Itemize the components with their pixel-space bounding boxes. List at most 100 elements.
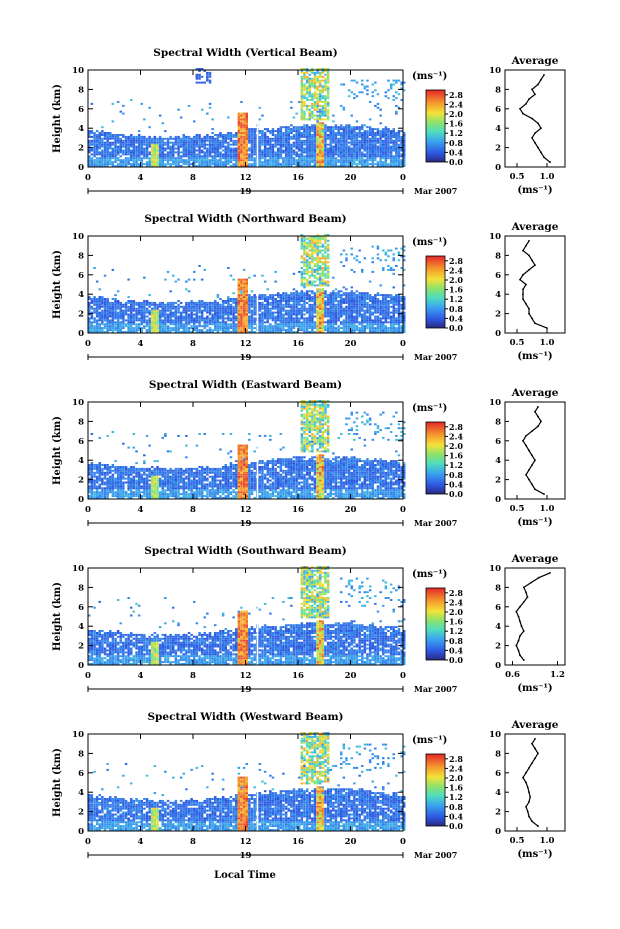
- heatmap-cell: [305, 298, 309, 300]
- heatmap-cell: [284, 159, 288, 162]
- heatmap-cell: [345, 300, 348, 302]
- heatmap-cell: [319, 132, 322, 134]
- heatmap-cell: [353, 145, 356, 148]
- heatmap-cell: [93, 319, 96, 322]
- heatmap-cell: [290, 157, 293, 160]
- heatmap-cell: [132, 153, 136, 156]
- heatmap-cell: [371, 257, 374, 260]
- heatmap-cell: [287, 294, 290, 297]
- heatmap-cell: [211, 321, 214, 324]
- heatmap-cell: [90, 141, 94, 144]
- heatmap-cell: [376, 303, 380, 306]
- heatmap-cell: [290, 296, 293, 299]
- heatmap-cell: [374, 147, 377, 150]
- heatmap-cell: [88, 157, 91, 160]
- heatmap-cell: [319, 159, 322, 162]
- heatmap-cell: [119, 311, 122, 314]
- heatmap-cell: [253, 147, 256, 150]
- heatmap-cell: [245, 145, 248, 148]
- heatmap-cell: [219, 151, 222, 154]
- heatmap-cell: [237, 163, 241, 166]
- heatmap-cell: [245, 327, 248, 330]
- heatmap-cell: [316, 315, 319, 318]
- heatmap-cell: [248, 331, 251, 333]
- heatmap-cell: [324, 237, 327, 240]
- heatmap-cell: [321, 163, 325, 166]
- heatmap-cell: [295, 112, 298, 115]
- heatmap-cell: [292, 327, 296, 330]
- heatmap-cell: [376, 331, 380, 333]
- heatmap-cell: [211, 315, 214, 318]
- heatmap-cell: [119, 110, 122, 113]
- heatmap-cell: [319, 327, 322, 330]
- heatmap-cell: [279, 329, 283, 332]
- heatmap-cell: [392, 331, 395, 333]
- heatmap-cell: [277, 327, 280, 330]
- heatmap-cell: [208, 75, 212, 78]
- heatmap-cell: [137, 301, 141, 304]
- heatmap-cell: [106, 307, 109, 310]
- heatmap-cell: [342, 151, 346, 154]
- heatmap-cell: [88, 309, 91, 312]
- heatmap-cell: [303, 118, 306, 121]
- heatmap-cell: [303, 147, 306, 150]
- heatmap-cell: [258, 323, 262, 326]
- heatmap-cell: [208, 317, 212, 320]
- heatmap-cell: [127, 145, 130, 148]
- heatmap-cell: [161, 147, 164, 150]
- heatmap-cell: [387, 163, 390, 166]
- heatmap-cell: [403, 319, 406, 322]
- heatmap-cell: [245, 163, 248, 166]
- heatmap-cell: [216, 331, 220, 333]
- heatmap-cell: [266, 307, 269, 310]
- heatmap-cell: [316, 292, 319, 295]
- heatmap-cell: [292, 163, 296, 166]
- heatmap-cell: [153, 315, 157, 318]
- heatmap-cell: [242, 120, 246, 123]
- heatmap-cell: [379, 159, 382, 162]
- heatmap-cell: [376, 93, 380, 96]
- heatmap-cell: [324, 280, 327, 283]
- heatmap-cell: [308, 319, 311, 322]
- heatmap-cell: [379, 165, 382, 167]
- heatmap-cell: [177, 139, 180, 142]
- heatmap-cell: [269, 329, 272, 332]
- heatmap-cell: [203, 165, 206, 167]
- heatmap-cell: [200, 108, 204, 111]
- heatmap-cell: [143, 276, 146, 279]
- heatmap-cell: [279, 165, 283, 167]
- heatmap-cell: [347, 145, 351, 148]
- heatmap-cell: [295, 309, 298, 312]
- heatmap-cell: [305, 165, 309, 167]
- heatmap-cell: [229, 165, 233, 167]
- heatmap-cell: [319, 137, 322, 140]
- heatmap-cell: [132, 300, 136, 302]
- heatmap-cell: [227, 309, 230, 312]
- heatmap-cell: [158, 165, 162, 167]
- heatmap-cell: [130, 331, 133, 333]
- heatmap-cell: [193, 317, 196, 320]
- heatmap-cell: [235, 157, 238, 160]
- heatmap-cell: [392, 95, 395, 98]
- heatmap-cell: [203, 321, 206, 324]
- heatmap-cell: [240, 286, 243, 289]
- heatmap-cell: [329, 303, 332, 306]
- heatmap-cell: [174, 159, 178, 162]
- heatmap-cell: [326, 165, 330, 167]
- heatmap-cell: [193, 135, 196, 138]
- heatmap-cell: [261, 153, 264, 156]
- heatmap-cell: [224, 141, 227, 144]
- heatmap-cell: [185, 313, 188, 316]
- heatmap-cell: [258, 132, 262, 134]
- heatmap-cell: [337, 290, 340, 293]
- heatmap-cell: [229, 155, 233, 158]
- heatmap-cells: [88, 68, 406, 167]
- heatmap-cell: [95, 153, 99, 156]
- heatmap-cell: [237, 135, 241, 138]
- heatmap-cell: [274, 325, 277, 328]
- heatmap-cell: [334, 145, 338, 148]
- heatmap-cell: [200, 141, 204, 144]
- heatmap-cell: [295, 294, 298, 297]
- heatmap-cell: [313, 243, 317, 246]
- heatmap-cell: [374, 145, 377, 148]
